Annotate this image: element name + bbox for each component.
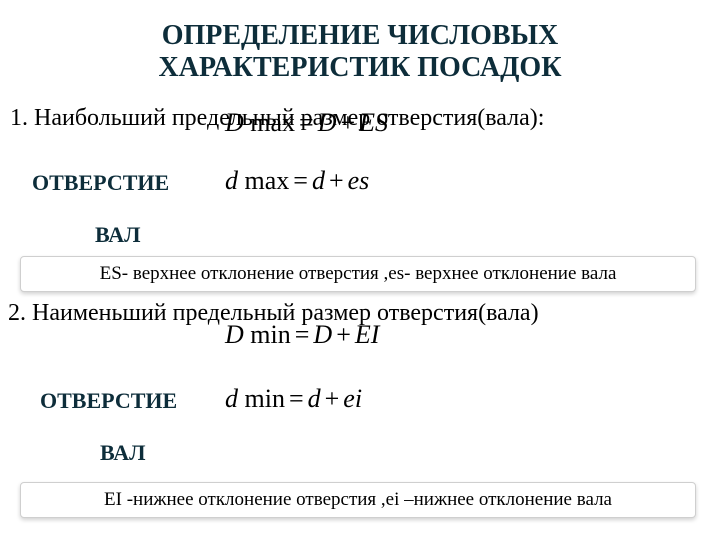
label-hole-1: ОТВЕРСТИЕ bbox=[32, 170, 169, 196]
note-box-1: ES- верхнее отклонение отверстия ,es- ве… bbox=[20, 256, 696, 292]
formula-dmin-hole: D min=D+EI bbox=[225, 320, 379, 350]
formula-dmin-shaft: d min=d+ei bbox=[225, 384, 362, 414]
slide: ОПРЕДЕЛЕНИЕ ЧИСЛОВЫХ ХАРАКТЕРИСТИК ПОСАД… bbox=[0, 0, 720, 540]
formula-dmax-hole: D max=D+ES bbox=[225, 108, 388, 138]
formula-dmax-shaft: d max=d+es bbox=[225, 166, 369, 196]
label-shaft-1: ВАЛ bbox=[95, 222, 141, 248]
label-hole-2: ОТВЕРСТИЕ bbox=[40, 388, 177, 414]
label-shaft-2: ВАЛ bbox=[100, 440, 146, 466]
note-box-2: EI -нижнее отклонение отверстия ,ei –ниж… bbox=[20, 482, 696, 518]
page-title: ОПРЕДЕЛЕНИЕ ЧИСЛОВЫХ ХАРАКТЕРИСТИК ПОСАД… bbox=[0, 20, 720, 84]
